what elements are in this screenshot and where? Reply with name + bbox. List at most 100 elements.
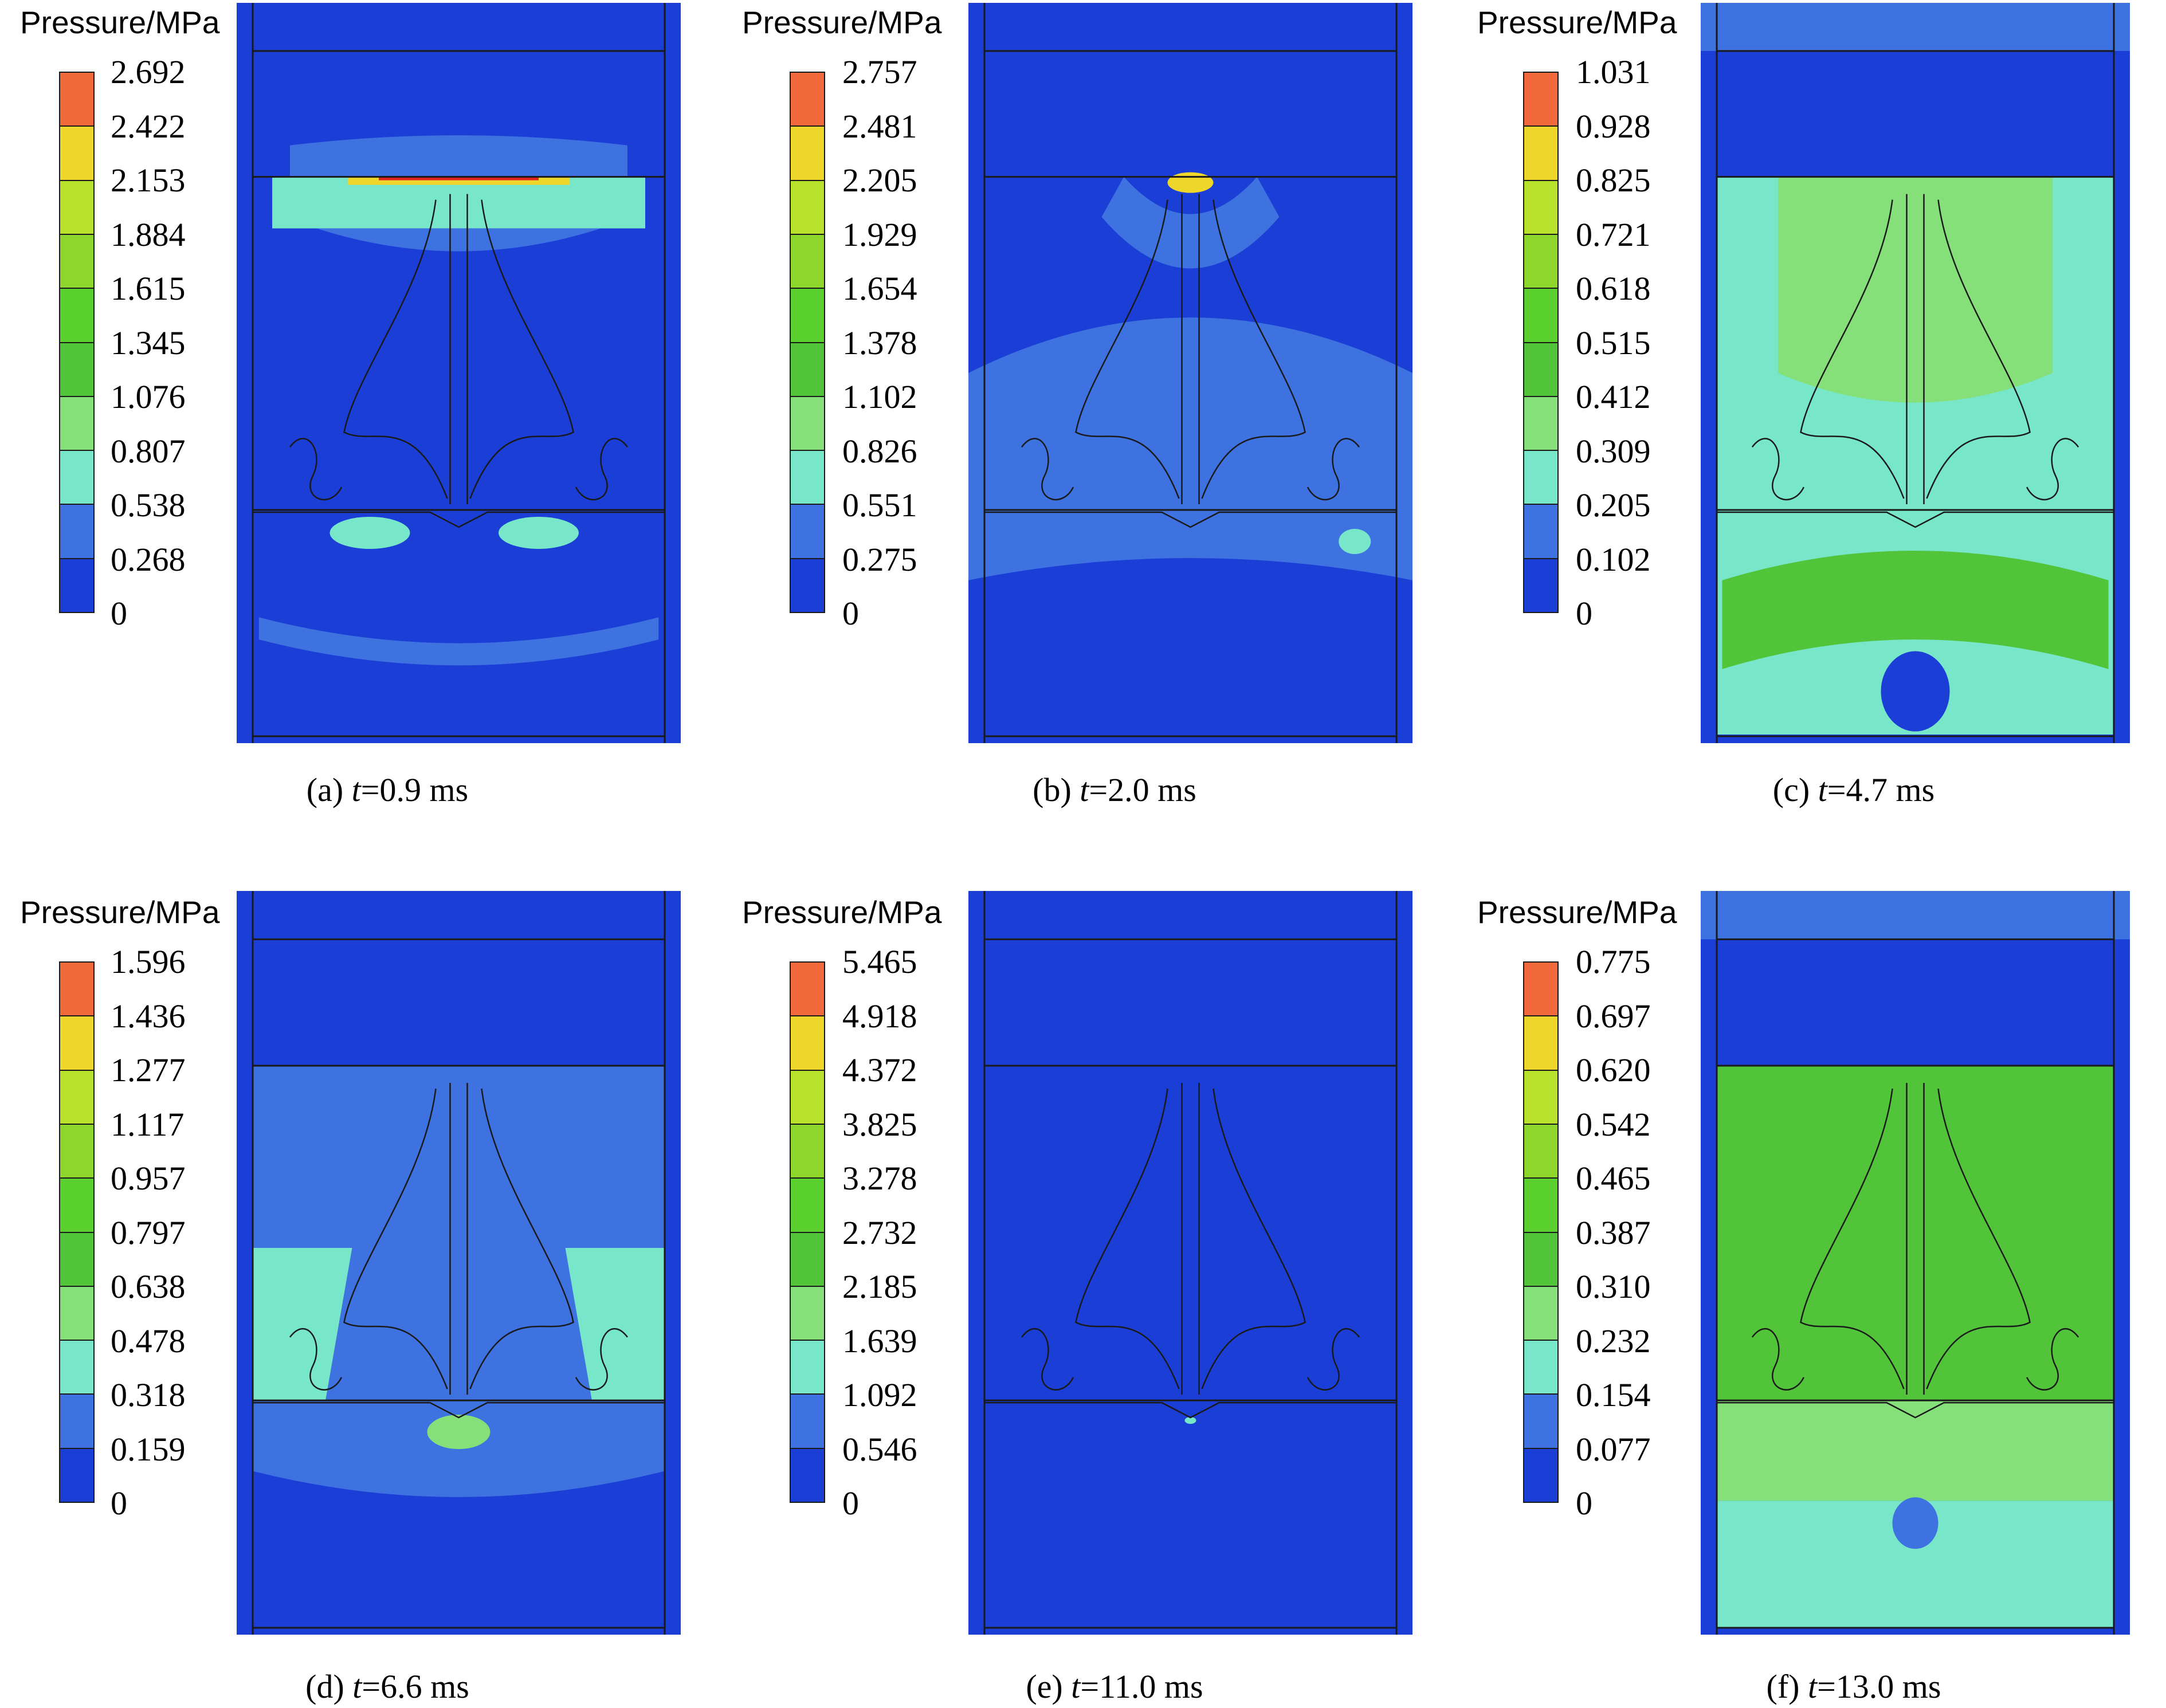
legend-swatch bbox=[791, 288, 824, 342]
panel-caption: (e) t=11.0 ms bbox=[914, 1670, 1315, 1703]
legend-tick-label: 1.031 bbox=[1576, 53, 1651, 91]
legend-swatch bbox=[791, 1340, 824, 1394]
contour-line bbox=[1717, 511, 2114, 528]
pressure-contour-plot bbox=[1701, 3, 2130, 743]
legend-swatch bbox=[1524, 1231, 1557, 1286]
pressure-field bbox=[1701, 3, 2130, 743]
field-blob bbox=[1881, 651, 1950, 732]
legend-color-bar bbox=[59, 961, 95, 1503]
field-background bbox=[237, 3, 681, 743]
contour-line bbox=[449, 194, 468, 505]
pressure-field bbox=[968, 891, 1412, 1635]
legend-tick-label: 2.481 bbox=[842, 107, 917, 145]
legend-tick-label: 0.515 bbox=[1576, 324, 1651, 362]
legend-swatch bbox=[791, 450, 824, 504]
legend-swatch bbox=[60, 341, 93, 396]
legend-swatch bbox=[791, 179, 824, 234]
legend-tick-label: 0.542 bbox=[1576, 1105, 1651, 1143]
legend-color-bar bbox=[1523, 961, 1559, 1503]
legend-swatch bbox=[60, 1393, 93, 1448]
legend-color-bar bbox=[1523, 72, 1559, 613]
legend-tick-label: 0.159 bbox=[111, 1430, 186, 1468]
contour-lines bbox=[984, 194, 1396, 528]
legend-swatch bbox=[1524, 233, 1557, 288]
field-background bbox=[968, 891, 1412, 1635]
legend-tick-label: 1.639 bbox=[842, 1322, 917, 1360]
legend-swatch bbox=[60, 1285, 93, 1340]
contour-line bbox=[253, 511, 665, 528]
legend-swatch bbox=[60, 233, 93, 288]
contour-line bbox=[469, 199, 574, 499]
caption-time-variable: t bbox=[351, 771, 361, 808]
contour-line bbox=[1021, 1328, 1074, 1391]
pressure-contour-plot bbox=[968, 3, 1412, 743]
legend-swatch bbox=[60, 73, 93, 126]
caption-time-value: =4.7 ms bbox=[1827, 771, 1935, 808]
legend-swatch bbox=[60, 1069, 93, 1124]
legend-tick-label: 4.918 bbox=[842, 997, 917, 1035]
legend-swatch bbox=[1524, 557, 1557, 612]
legend-tick-label: 2.422 bbox=[111, 107, 186, 145]
legend-swatch bbox=[60, 450, 93, 504]
legend-swatch bbox=[60, 1123, 93, 1178]
legend-swatch bbox=[60, 288, 93, 342]
legend-swatch bbox=[60, 1231, 93, 1286]
legend-swatch bbox=[1524, 73, 1557, 126]
legend-swatch bbox=[791, 1231, 824, 1286]
contour-line bbox=[1306, 1328, 1360, 1391]
legend-tick-label: 0.275 bbox=[842, 540, 917, 578]
legend-tick-label: 0.205 bbox=[1576, 486, 1651, 524]
structure-outline bbox=[1716, 3, 2115, 743]
legend-tick-label: 0.465 bbox=[1576, 1160, 1651, 1197]
contour-lines bbox=[253, 194, 665, 528]
legend-swatch bbox=[60, 1177, 93, 1232]
field-band bbox=[1101, 176, 1280, 269]
field-peak bbox=[1167, 172, 1214, 193]
legend-tick-label: 2.153 bbox=[111, 162, 186, 199]
contour-line bbox=[469, 1088, 574, 1389]
contour-lines bbox=[253, 1083, 665, 1419]
legend-swatch bbox=[1524, 395, 1557, 450]
contour-line bbox=[984, 511, 1396, 528]
pressure-field bbox=[237, 3, 681, 743]
contour-line bbox=[2026, 1328, 2079, 1391]
legend-swatch bbox=[1524, 1447, 1557, 1502]
panel-caption: (f) t=13.0 ms bbox=[1653, 1670, 2054, 1703]
legend-title: Pressure/MPa bbox=[20, 894, 220, 930]
legend-tick-label: 2.692 bbox=[111, 53, 186, 91]
legend-tick-label: 1.596 bbox=[111, 943, 186, 980]
contour-line bbox=[343, 1088, 448, 1389]
field-band bbox=[565, 1248, 665, 1401]
contour-line bbox=[2026, 438, 2079, 501]
legend-swatch bbox=[1524, 341, 1557, 396]
caption-time-variable: t bbox=[1080, 771, 1089, 808]
legend-swatch bbox=[791, 557, 824, 612]
legend-swatch bbox=[60, 963, 93, 1016]
pressure-contour-plot bbox=[1701, 891, 2130, 1635]
legend-swatch bbox=[1524, 1015, 1557, 1070]
contour-line bbox=[1751, 438, 1804, 501]
field-band bbox=[258, 617, 659, 666]
legend-tick-label: 0 bbox=[842, 1485, 859, 1522]
legend-swatch bbox=[60, 125, 93, 180]
field-band bbox=[253, 1248, 352, 1401]
contour-line bbox=[1306, 438, 1360, 501]
legend-swatch bbox=[791, 1123, 824, 1178]
panel-caption: (a) t=0.9 ms bbox=[187, 773, 588, 807]
legend-tick-label: 1.436 bbox=[111, 997, 186, 1035]
contour-line bbox=[1926, 199, 2031, 499]
caption-label: (c) bbox=[1772, 771, 1818, 808]
legend-tick-label: 2.757 bbox=[842, 53, 917, 91]
legend-swatch bbox=[791, 504, 824, 558]
contour-line bbox=[1717, 1401, 2114, 1419]
field-blob bbox=[499, 517, 579, 549]
legend-swatch bbox=[1524, 1177, 1557, 1232]
structure-outline bbox=[252, 891, 666, 1635]
legend-tick-label: 0.077 bbox=[1576, 1430, 1651, 1468]
legend-color-bar bbox=[59, 72, 95, 613]
field-blob bbox=[1184, 1417, 1196, 1424]
legend-tick-label: 0.538 bbox=[111, 486, 186, 524]
contour-line bbox=[575, 1328, 628, 1391]
field-peak bbox=[379, 176, 539, 180]
legend-tick-label: 0.775 bbox=[1576, 943, 1651, 980]
